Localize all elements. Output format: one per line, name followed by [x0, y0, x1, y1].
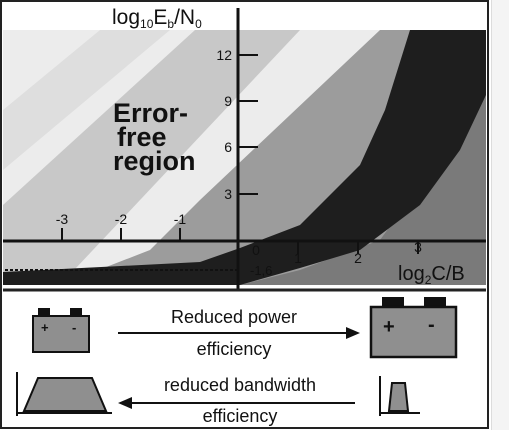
region-label-line: region: [113, 146, 196, 176]
battery-plus: +: [383, 316, 395, 338]
x-tick-label: 2: [354, 250, 362, 266]
battery-minus: -: [72, 320, 76, 335]
battery-plus: +: [41, 320, 49, 335]
large-battery-icon: + -: [371, 297, 456, 357]
diagram-svg: 12 9 6 3 -3 -2 -1 0 1 2 3 -1,6 log10Eb/N…: [0, 0, 490, 430]
y-axis-label: log10Eb/N0: [112, 6, 202, 31]
y-tick-label: 6: [224, 139, 232, 155]
x-tick-label: -3: [56, 211, 69, 227]
arrow-top-line2: efficiency: [197, 339, 272, 359]
figure: 12 9 6 3 -3 -2 -1 0 1 2 3 -1,6 log10Eb/N…: [0, 0, 490, 430]
x-tick-label: 0: [252, 242, 260, 258]
x-tick-label: -2: [115, 211, 128, 227]
y-tick-label: 12: [216, 47, 232, 63]
y-tick-label: 3: [224, 186, 232, 202]
x-tick-label: 3: [414, 239, 422, 255]
arrow-bottom-line1: reduced bandwidth: [164, 375, 316, 395]
x-axis-label: log2C/B: [398, 263, 465, 287]
battery-minus: -: [428, 314, 435, 336]
shannon-limit-label: -1,6: [250, 263, 272, 278]
scrollbar-track[interactable]: [491, 0, 509, 430]
x-tick-label: -1: [174, 211, 187, 227]
y-tick-label: 9: [224, 93, 232, 109]
x-tick-label: 1: [294, 250, 302, 266]
arrow-bottom-line2: efficiency: [203, 406, 278, 426]
arrow-top-line1: Reduced power: [171, 307, 297, 327]
